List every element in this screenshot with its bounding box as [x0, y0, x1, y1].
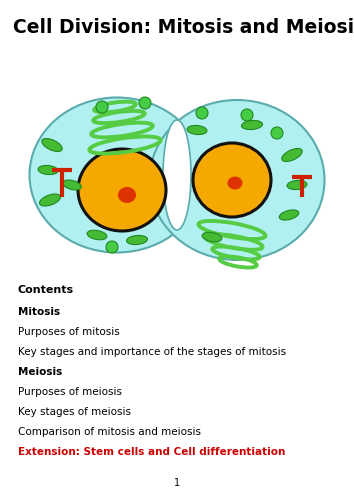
Ellipse shape [126, 236, 148, 244]
Text: Purposes of meiosis: Purposes of meiosis [18, 387, 122, 397]
Ellipse shape [96, 101, 108, 113]
Text: Purposes of mitosis: Purposes of mitosis [18, 327, 120, 337]
Ellipse shape [78, 149, 166, 231]
Ellipse shape [287, 180, 307, 190]
Ellipse shape [29, 98, 205, 252]
Ellipse shape [118, 187, 136, 203]
Text: Key stages of meiosis: Key stages of meiosis [18, 407, 131, 417]
Text: 1: 1 [174, 478, 180, 488]
Ellipse shape [202, 232, 222, 242]
Text: Key stages and importance of the stages of mitosis: Key stages and importance of the stages … [18, 347, 286, 357]
Ellipse shape [271, 127, 283, 139]
Ellipse shape [241, 109, 253, 121]
Text: Extension: Stem cells and Cell differentiation: Extension: Stem cells and Cell different… [18, 447, 285, 457]
Ellipse shape [241, 120, 262, 130]
Ellipse shape [106, 241, 118, 253]
Text: Comparison of mitosis and meiosis: Comparison of mitosis and meiosis [18, 427, 201, 437]
Ellipse shape [163, 120, 191, 230]
Text: Cell Division: Mitosis and Meiosis: Cell Division: Mitosis and Meiosis [13, 18, 354, 37]
Ellipse shape [228, 176, 242, 190]
Ellipse shape [63, 180, 81, 190]
Ellipse shape [193, 143, 271, 217]
Ellipse shape [149, 100, 325, 260]
Text: Mitosis: Mitosis [18, 307, 60, 317]
Ellipse shape [87, 230, 107, 240]
Ellipse shape [187, 126, 207, 134]
Ellipse shape [40, 194, 61, 206]
Text: Contents: Contents [18, 285, 74, 295]
Ellipse shape [38, 166, 58, 174]
Ellipse shape [282, 148, 302, 162]
Text: Meiosis: Meiosis [18, 367, 62, 377]
Ellipse shape [279, 210, 299, 220]
Ellipse shape [42, 138, 62, 151]
Ellipse shape [139, 97, 151, 109]
Ellipse shape [196, 107, 208, 119]
